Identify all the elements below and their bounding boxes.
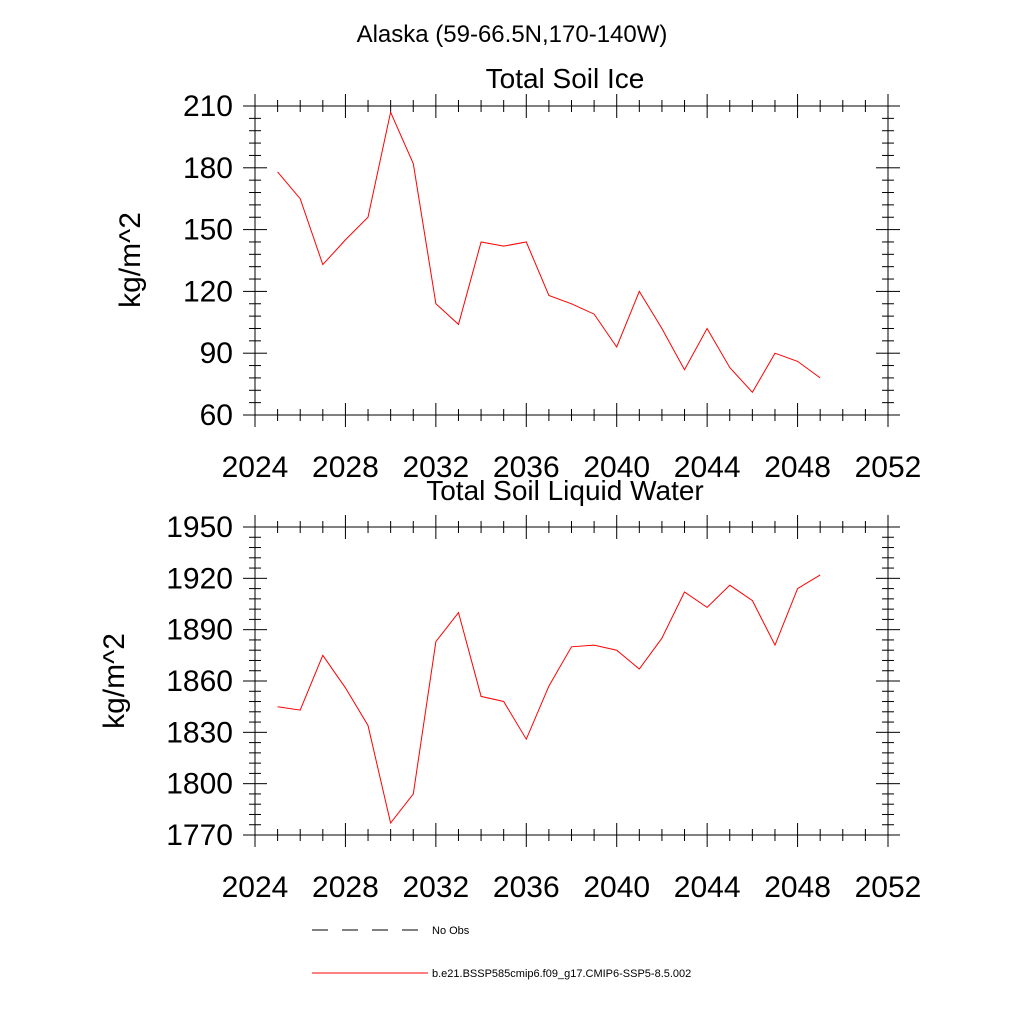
x-tick-label: 2044: [674, 871, 741, 904]
series-line: [277, 574, 821, 825]
x-tick-label: 2048: [764, 451, 831, 484]
y-tick-label: 1920: [166, 562, 233, 595]
x-tick-label: 2028: [312, 451, 379, 484]
x-tick-label: 2052: [855, 451, 922, 484]
plot-frame: [254, 105, 889, 416]
y-tick-label: 1770: [166, 819, 233, 852]
y-tick-label: 90: [200, 337, 233, 370]
x-tick-label: 2048: [764, 871, 831, 904]
page-title: Alaska (59-66.5N,170-140W): [357, 21, 668, 48]
x-tick-label: 2052: [855, 871, 922, 904]
panel-title: Total Soil Liquid Water: [426, 475, 704, 506]
panel-total-soil-ice: Total Soil Ice kg/m^2 2024 2028 2032 2036 20…: [114, 63, 921, 484]
panel-title: Total Soil Ice: [486, 63, 645, 94]
x-tick-label: 2036: [493, 451, 560, 484]
plot-frame: [254, 526, 889, 836]
y-tick-label: 210: [183, 90, 233, 123]
x-tick-label: 2032: [402, 451, 469, 484]
y-tick-label: 1860: [166, 665, 233, 698]
legend-label-model: b.e21.BSSP585cmip6.f09_g17.CMIP6-SSP5-8.…: [432, 968, 691, 980]
y-tick-label: 60: [200, 399, 233, 432]
x-tick-label: 2024: [222, 871, 289, 904]
y-tick-label: 120: [183, 275, 233, 308]
x-tick-label: 2028: [312, 871, 379, 904]
y-tick-label: 150: [183, 214, 233, 247]
y-axis-label: kg/m^2: [114, 212, 147, 308]
y-tick-label: 1950: [166, 511, 233, 544]
legend: No Obs b.e21.BSSP585cmip6.f09_g17.CMIP6-…: [312, 925, 691, 980]
y-tick-label: 1830: [166, 716, 233, 749]
y-axis-label: kg/m^2: [98, 633, 131, 729]
y-tick-label: 1890: [166, 614, 233, 647]
legend-label-no-obs: No Obs: [432, 925, 470, 937]
x-tick-label: 2036: [493, 871, 560, 904]
x-tick-label: 2040: [583, 451, 650, 484]
y-tick-label: 180: [183, 152, 233, 185]
x-tick-label: 2044: [674, 451, 741, 484]
x-tick-label: 2032: [402, 871, 469, 904]
x-tick-label: 2024: [222, 451, 289, 484]
x-tick-label: 2040: [583, 871, 650, 904]
panel-total-soil-liquid-water: Total Soil Liquid Water kg/m^2 2024 2028 2…: [98, 475, 921, 904]
y-tick-label: 1800: [166, 768, 233, 801]
series-line: [277, 110, 821, 394]
